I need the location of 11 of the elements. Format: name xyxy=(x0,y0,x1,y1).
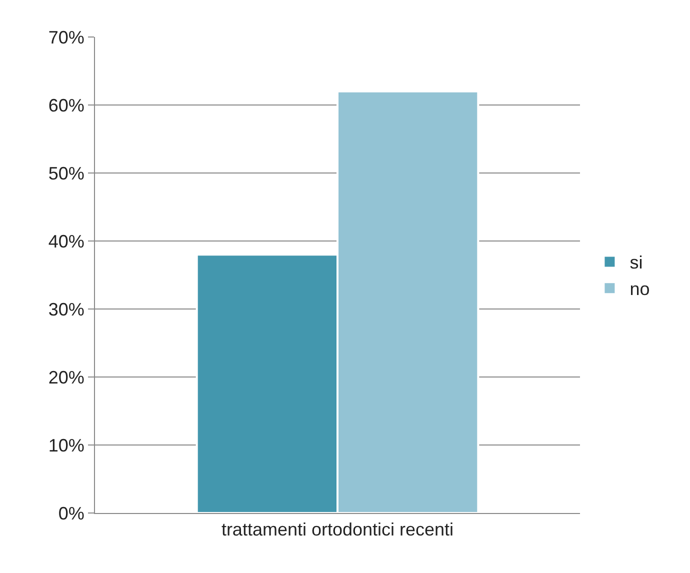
y-tick-label: 40% xyxy=(48,231,84,252)
legend-label: si xyxy=(630,252,643,273)
y-tick-label: 20% xyxy=(48,367,84,388)
y-tick-label: 10% xyxy=(48,435,84,456)
y-tick-label: 60% xyxy=(48,95,84,116)
legend-label: no xyxy=(630,279,650,300)
y-tick-label: 50% xyxy=(48,163,84,184)
x-tick-label: trattamenti ortodontici recenti xyxy=(221,520,454,540)
y-tick-label: 30% xyxy=(48,299,84,320)
y-tick-label: 0% xyxy=(58,503,84,524)
y-tick-label: 70% xyxy=(48,27,84,48)
